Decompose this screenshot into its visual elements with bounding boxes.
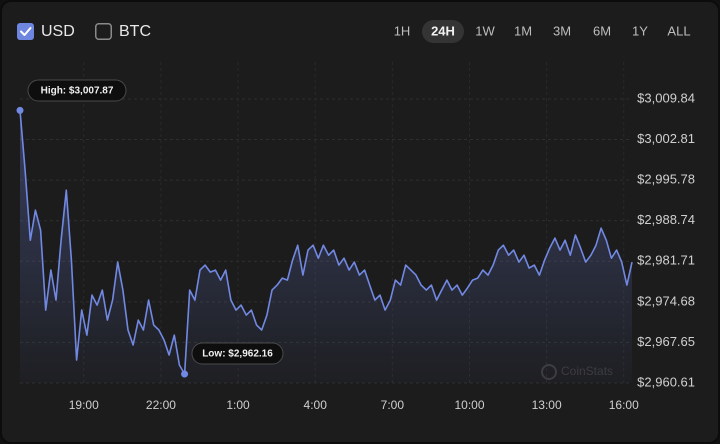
area (20, 110, 632, 384)
low-label: Low: $2,962.16 (202, 349, 273, 360)
x-tick-label: 19:00 (69, 398, 99, 412)
range-selected[interactable] (422, 20, 464, 43)
range-button[interactable]: 1W (475, 23, 495, 38)
x-tick-label: 7:00 (381, 398, 405, 412)
currency-label[interactable]: USD (41, 23, 75, 40)
checkbox[interactable] (95, 23, 112, 40)
line (19, 110, 633, 375)
checkbox[interactable] (17, 23, 34, 40)
currency-label[interactable]: BTC (119, 23, 151, 40)
y-tick-label: $2,995.78 (637, 172, 695, 187)
range-button[interactable]: ALL (667, 23, 690, 38)
y-tick-label: $3,002.81 (637, 131, 695, 146)
y-tick-label: $2,967.65 (637, 334, 695, 349)
range-button[interactable]: 1M (514, 23, 532, 38)
x-tick-label: 10:00 (454, 398, 484, 412)
x-tick-label: 1:00 (226, 398, 250, 412)
range-button[interactable]: 3M (553, 23, 571, 38)
x-tick-label: 13:00 (532, 398, 562, 412)
range-button[interactable]: 1H (394, 23, 411, 38)
range-button[interactable]: 6M (593, 23, 611, 38)
low-tooltip (191, 342, 284, 365)
x-tick-label: 16:00 (609, 398, 639, 412)
x-tick-label: 4:00 (304, 398, 328, 412)
y-tick-label: $2,960.61 (637, 374, 695, 389)
high-point (16, 106, 24, 114)
x-tick-label: 22:00 (146, 398, 176, 412)
low-point (181, 370, 189, 378)
checkmark (20, 27, 32, 36)
y-tick-label: $3,009.84 (637, 90, 695, 105)
y-tick-label: $2,988.74 (637, 212, 695, 227)
range-button[interactable]: 1Y (632, 23, 648, 38)
high-label: High: $3,007.87 (41, 86, 114, 97)
y-tick-label: $2,981.71 (637, 253, 695, 268)
range-button[interactable]: 24H (431, 23, 455, 38)
y-tick-label: $2,974.68 (637, 293, 695, 308)
high-tooltip (27, 79, 127, 102)
